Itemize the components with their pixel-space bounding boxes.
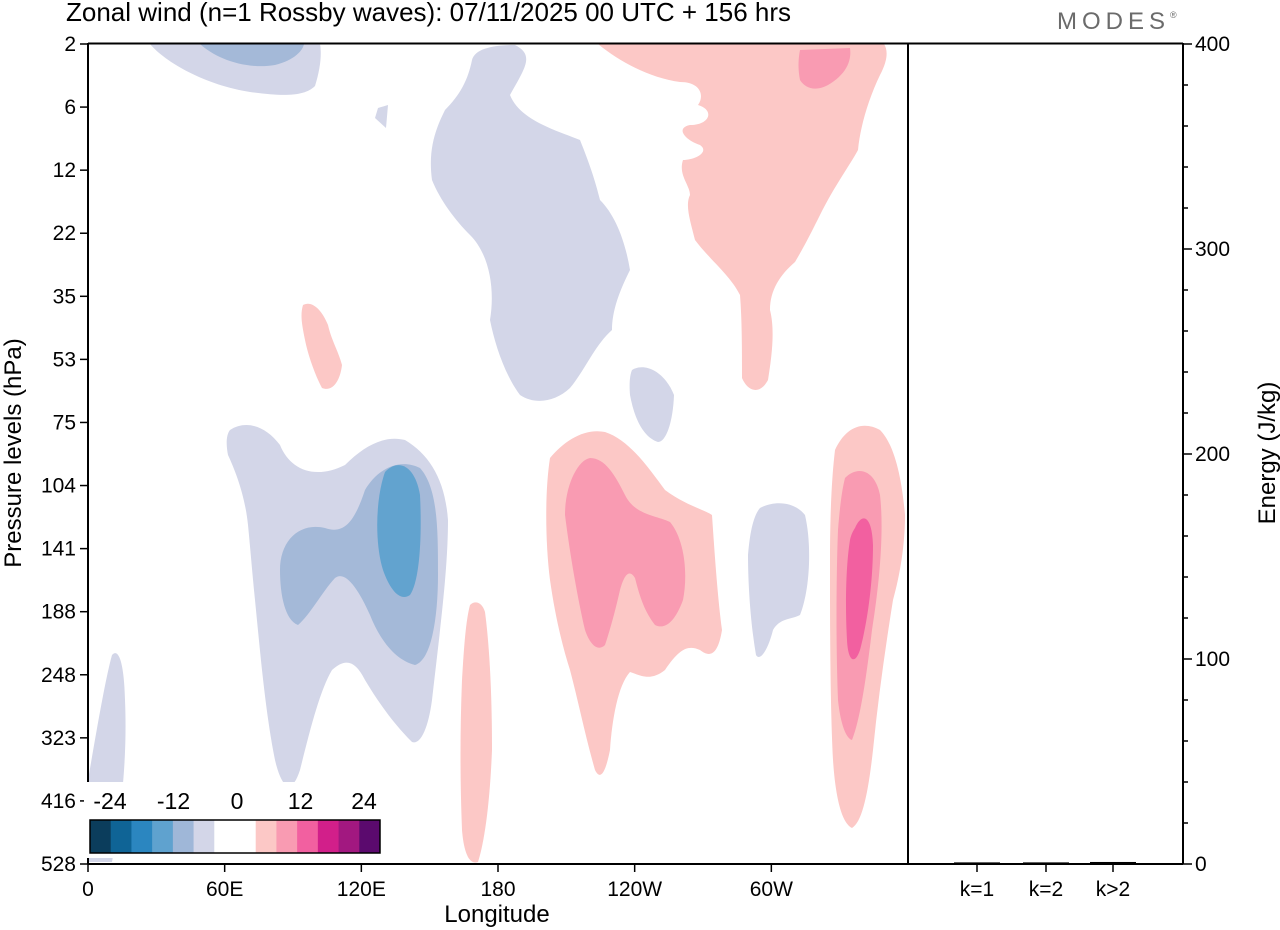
colorbar-swatch [276, 820, 298, 853]
contour-patch [377, 465, 421, 598]
x-axis-ticks: 0 60E 120E 180 120W 60W [82, 864, 793, 901]
colorbar-swatch [131, 820, 153, 853]
y-tick-label: 104 [41, 475, 76, 498]
y-tick-label: 141 [41, 538, 76, 561]
colorbar-swatch [359, 820, 381, 853]
energy-bar [1023, 862, 1069, 865]
colorbar-label: -24 [93, 788, 126, 814]
y-tick-label: 53 [53, 348, 76, 371]
energy-tick-label: 200 [1195, 443, 1230, 466]
y-tick-label: 323 [41, 727, 76, 750]
colorbar-swatches [90, 820, 381, 853]
colorbar-label: 12 [288, 788, 314, 814]
y-axis-title: Pressure levels (hPa) [0, 338, 27, 567]
colorbar: -24 -12 0 12 24 [84, 782, 384, 858]
colorbar-swatch [90, 820, 112, 853]
colorbar-swatch [255, 820, 277, 853]
y-tick-label: 35 [53, 285, 76, 308]
contour-patch [565, 458, 686, 648]
energy-category-label: k=2 [1029, 878, 1063, 901]
energy-bar [954, 862, 1000, 865]
y-tick-label: 6 [64, 96, 76, 119]
colorbar-swatch [297, 820, 319, 853]
contour-patch [598, 44, 887, 390]
energy-axis-title: Energy (J/kg) [1254, 382, 1280, 525]
energy-bars [954, 861, 1136, 865]
energy-axis-ticks: 0 100 200 300 400 [1183, 33, 1230, 876]
x-tick-label: 120E [337, 878, 386, 901]
brand-registered-mark: ® [1170, 10, 1177, 20]
x-tick-label: 0 [82, 878, 94, 901]
x-axis-title: Longitude [444, 901, 549, 928]
colorbar-swatch [235, 820, 257, 853]
colorbar-swatch [214, 820, 236, 853]
contour-field [88, 44, 905, 863]
contour-level-plus-18 [846, 518, 873, 660]
y-tick-label: 248 [41, 664, 76, 687]
x-tick-label: 60W [750, 878, 793, 901]
energy-category-label: k=1 [960, 878, 994, 901]
contour-patch [200, 44, 304, 67]
contour-patch [798, 48, 851, 89]
colorbar-swatch [110, 820, 132, 853]
y-tick-label: 188 [41, 601, 76, 624]
brand-logo: MODES® [1057, 8, 1177, 36]
colorbar-labels: -24 -12 0 12 24 [93, 788, 377, 814]
energy-tick-label: 400 [1195, 33, 1230, 56]
y-tick-label: 22 [53, 222, 76, 245]
energy-category-labels: k=1 k=2 k>2 [960, 864, 1130, 901]
y-tick-label: 75 [53, 411, 76, 434]
contour-patch [375, 105, 388, 128]
contour-patch [301, 303, 342, 389]
contour-level-minus-18 [377, 465, 421, 598]
colorbar-swatch [338, 820, 360, 853]
chart-title: Zonal wind (n=1 Rossby waves): 07/11/202… [66, 0, 792, 27]
colorbar-swatch [172, 820, 195, 853]
x-tick-label: 60E [206, 878, 243, 901]
brand-text: MODES [1057, 8, 1171, 35]
energy-category-label: k>2 [1096, 878, 1130, 901]
energy-tick-label: 100 [1195, 648, 1230, 671]
contour-patch [460, 602, 492, 863]
y-tick-label: 2 [64, 33, 76, 56]
colorbar-label: 0 [231, 788, 244, 814]
y-tick-label: 416 [41, 790, 76, 813]
energy-tick-label: 0 [1195, 853, 1207, 876]
contour-patch [748, 503, 810, 658]
energy-bar [1090, 861, 1136, 864]
x-tick-label: 120W [607, 878, 662, 901]
contour-patch [430, 45, 630, 401]
y-tick-label: 12 [53, 159, 76, 182]
plot-frame [87, 42, 1184, 865]
colorbar-label: -12 [157, 788, 190, 814]
energy-tick-label: 300 [1195, 238, 1230, 261]
y-axis-ticks: 2 6 12 22 35 53 75 104 141 188 248 323 416 528 [41, 33, 88, 876]
colorbar-swatch [193, 820, 215, 853]
x-tick-label: 180 [480, 878, 515, 901]
y-tick-label: 528 [41, 853, 76, 876]
colorbar-swatch [152, 820, 174, 853]
colorbar-swatch [317, 820, 340, 853]
contour-patch [846, 518, 873, 660]
colorbar-label: 24 [351, 788, 377, 814]
colorbar-outline [89, 819, 381, 854]
contour-patch [629, 367, 674, 442]
